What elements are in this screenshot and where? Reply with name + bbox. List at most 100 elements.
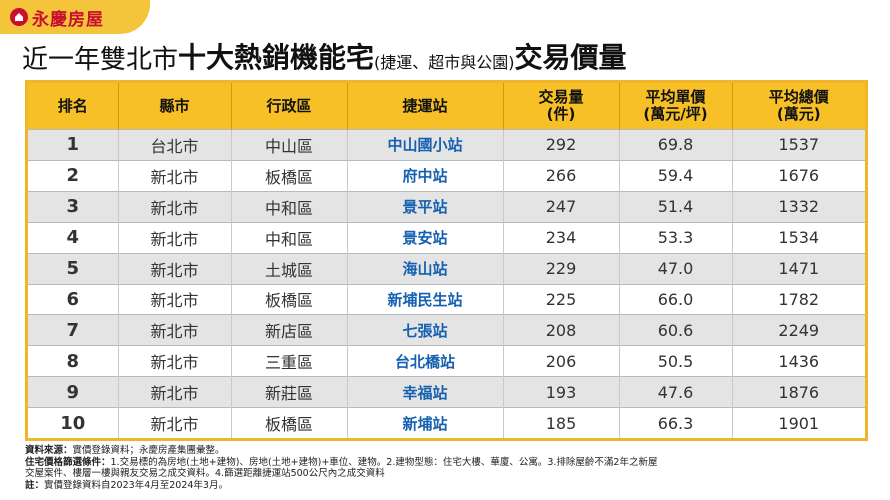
table-row: 5 新北市 土城區 海山站 229 47.0 1471	[28, 252, 865, 285]
cell-volume: 208	[503, 314, 620, 346]
cell-city: 新北市	[118, 314, 232, 346]
cell-city: 新北市	[118, 407, 232, 438]
cell-station: 新埔站	[347, 407, 504, 438]
cell-district: 三重區	[231, 345, 348, 377]
brand-logo-text: 永慶房屋	[32, 9, 104, 30]
brand-logo-strip: 永慶房屋	[0, 0, 150, 34]
header-city-label: 縣市	[159, 96, 190, 115]
cell-total-price: 1901	[732, 407, 865, 438]
footnote-note-text: 實價登錄資料自2023年4月至2024年3月。	[44, 479, 228, 491]
cell-district: 板橋區	[231, 159, 348, 192]
cell-station: 府中站	[347, 159, 504, 192]
cell-total-price: 1332	[732, 190, 865, 223]
table-row: 10 新北市 板橋區 新埔站 185 66.3 1901	[28, 407, 865, 438]
cell-unit-price: 60.6	[619, 314, 733, 346]
cell-city: 新北市	[118, 252, 232, 285]
cell-rank: 10	[28, 407, 119, 438]
table-row: 8 新北市 三重區 台北橋站 206 50.5 1436	[28, 345, 865, 377]
cell-total-price: 2249	[732, 314, 865, 346]
cell-volume: 206	[503, 345, 620, 377]
cell-volume: 292	[503, 129, 620, 161]
cell-station: 幸福站	[347, 376, 504, 408]
cell-city: 新北市	[118, 221, 232, 254]
cell-rank: 8	[28, 345, 119, 377]
footnote-source-text: 實價登錄資料；永慶房產集團彙整。	[72, 445, 225, 456]
cell-volume: 266	[503, 159, 620, 192]
footnote-criteria-text-1: 1.交易標的為房地(土地+建物)、房地(土地+建物)+車位、建物。2.建物型態：…	[110, 456, 658, 468]
header-total-price-label: 平均總價	[768, 88, 829, 106]
cell-rank: 4	[28, 221, 119, 254]
cell-rank: 6	[28, 283, 119, 315]
cell-volume: 229	[503, 252, 620, 285]
cell-district: 新莊區	[231, 376, 348, 408]
ranking-table-frame: 排名 縣市 行政區 捷運站 交易量 (件) 平均單價 (萬元/坪) 平均總價 (萬元)…	[25, 80, 868, 441]
cell-station: 新埔民生站	[347, 283, 504, 315]
table-header-row: 排名 縣市 行政區 捷運站 交易量 (件) 平均單價 (萬元/坪) 平均總價 (萬元)	[28, 83, 865, 130]
cell-unit-price: 59.4	[619, 159, 733, 192]
cell-volume: 185	[503, 407, 620, 438]
cell-station: 海山站	[347, 252, 504, 285]
cell-district: 板橋區	[231, 407, 348, 438]
cell-unit-price: 69.8	[619, 129, 733, 161]
cell-city: 新北市	[118, 376, 232, 408]
cell-volume: 247	[503, 190, 620, 223]
header-unit-price-unit: (萬元/坪)	[643, 105, 708, 123]
table-row: 2 新北市 板橋區 府中站 266 59.4 1676	[28, 159, 865, 192]
table-row: 9 新北市 新莊區 幸福站 193 47.6 1876	[28, 376, 865, 408]
cell-unit-price: 66.0	[619, 283, 733, 315]
header-station: 捷運站	[347, 83, 504, 130]
brand-logo-icon	[10, 8, 28, 26]
cell-station: 中山國小站	[347, 129, 504, 161]
header-volume-unit: (件)	[546, 105, 576, 123]
cell-unit-price: 53.3	[619, 221, 733, 254]
cell-district: 新店區	[231, 314, 348, 346]
cell-unit-price: 47.0	[619, 252, 733, 285]
cell-district: 土城區	[231, 252, 348, 285]
table-row: 7 新北市 新店區 七張站 208 60.6 2249	[28, 314, 865, 346]
table-row: 4 新北市 中和區 景安站 234 53.3 1534	[28, 221, 865, 254]
cell-total-price: 1534	[732, 221, 865, 254]
footnote-note: 註：實價登錄資料自2023年4月至2024年3月。	[25, 480, 875, 492]
cell-station: 七張站	[347, 314, 504, 346]
header-volume-label: 交易量	[538, 88, 584, 106]
title-part-3: (捷運、超市與公園)	[374, 53, 515, 72]
cell-district: 中和區	[231, 190, 348, 223]
header-unit-price: 平均單價 (萬元/坪)	[619, 83, 733, 130]
cell-rank: 1	[28, 129, 119, 161]
cell-total-price: 1782	[732, 283, 865, 315]
cell-station: 景安站	[347, 221, 504, 254]
table-row: 3 新北市 中和區 景平站 247 51.4 1332	[28, 190, 865, 223]
cell-rank: 5	[28, 252, 119, 285]
footnote-source-label: 資料來源：	[25, 445, 73, 456]
cell-volume: 193	[503, 376, 620, 408]
footnotes: 資料來源：實價登錄資料；永慶房產集團彙整。 住宅價格篩選條件：1.交易標的為房地…	[25, 445, 875, 491]
cell-total-price: 1676	[732, 159, 865, 192]
cell-district: 板橋區	[231, 283, 348, 315]
cell-rank: 3	[28, 190, 119, 223]
header-city: 縣市	[118, 83, 232, 130]
footnote-criteria-label: 住宅價格篩選條件：	[25, 456, 111, 468]
title-part-4: 交易價量	[514, 41, 627, 74]
cell-volume: 234	[503, 221, 620, 254]
cell-station: 景平站	[347, 190, 504, 223]
footnote-criteria-cont: 交屋案件、樓層一樓與親友交易之成交資料。4.篩選距離捷運站500公尺內之成交資料	[25, 468, 875, 480]
table-row: 1 台北市 中山區 中山國小站 292 69.8 1537	[28, 129, 865, 161]
cell-unit-price: 51.4	[619, 190, 733, 223]
cell-unit-price: 47.6	[619, 376, 733, 408]
cell-rank: 7	[28, 314, 119, 346]
cell-rank: 9	[28, 376, 119, 408]
cell-city: 新北市	[118, 190, 232, 223]
footnote-source: 資料來源：實價登錄資料；永慶房產集團彙整。	[25, 445, 875, 457]
title-part-2: 十大熱銷機能宅	[178, 41, 375, 74]
table-row: 6 新北市 板橋區 新埔民生站 225 66.0 1782	[28, 283, 865, 315]
cell-city: 新北市	[118, 159, 232, 192]
header-rank-label: 排名	[57, 96, 88, 115]
footnote-criteria-text-2: 交屋案件、樓層一樓與親友交易之成交資料。4.篩選距離捷運站500公尺內之成交資料	[25, 468, 385, 479]
ranking-table: 排名 縣市 行政區 捷運站 交易量 (件) 平均單價 (萬元/坪) 平均總價 (萬元)…	[28, 83, 865, 438]
page-title: 近一年雙北市 十大熱銷機能宅 (捷運、超市與公園) 交易價量	[22, 36, 872, 76]
cell-unit-price: 66.3	[619, 407, 733, 438]
cell-station: 台北橋站	[347, 345, 504, 377]
table-body: 1 台北市 中山區 中山國小站 292 69.8 1537 2 新北市 板橋區 府中站 266 59.4…	[28, 129, 865, 438]
cell-total-price: 1471	[732, 252, 865, 285]
cell-total-price: 1876	[732, 376, 865, 408]
